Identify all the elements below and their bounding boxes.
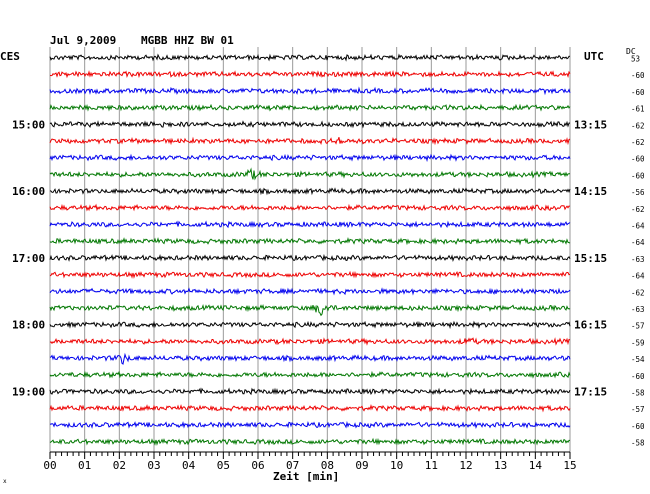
left-time-label-17:00: 17:00 — [12, 252, 45, 265]
right-time-label-15:15: 15:15 — [574, 252, 607, 265]
utc-timezone-label: UTC — [584, 50, 604, 63]
right-time-label-13:15: 13:15 — [574, 118, 607, 131]
trace-2 — [49, 86, 571, 96]
trace-13 — [49, 270, 571, 279]
left-time-label-15:00: 15:00 — [12, 118, 45, 131]
dc-value-16: -57 — [631, 322, 645, 331]
dc-value-0: 53 — [631, 55, 640, 64]
trace-labels: 53 -60 -60 -61 -62 -62 -60 -60 -56 -62 -64 -64 -63 -6… — [12, 55, 645, 448]
dc-value-9: -62 — [631, 205, 645, 214]
dc-value-7: -60 — [631, 171, 645, 180]
trace-21 — [49, 403, 571, 413]
x-tick-label-00: 00 — [43, 459, 56, 472]
local-timezone-label: CES — [0, 50, 20, 63]
dc-value-5: -62 — [631, 138, 645, 147]
trace-23 — [49, 437, 570, 446]
trace-1 — [49, 70, 571, 79]
dc-offset-label: DC — [626, 47, 636, 56]
dc-value-21: -57 — [631, 405, 645, 414]
x-tick-label-02: 02 — [113, 459, 126, 472]
dc-value-11: -64 — [631, 238, 645, 247]
x-tick-label-03: 03 — [147, 459, 160, 472]
right-time-label-14:15: 14:15 — [574, 185, 607, 198]
station-code: MGBB HHZ BW 01 — [141, 34, 234, 47]
left-time-label-18:00: 18:00 — [12, 319, 45, 332]
left-time-label-19:00: 19:00 — [12, 386, 45, 399]
x-axis-title: Zeit [min] — [273, 470, 340, 483]
x-tick-label-11: 11 — [425, 459, 438, 472]
trace-8 — [49, 187, 571, 196]
x-tick-label-09: 09 — [355, 459, 368, 472]
trace-20 — [49, 387, 571, 396]
dc-value-20: -58 — [631, 389, 645, 398]
trace-14 — [49, 287, 571, 296]
trace-16 — [49, 320, 571, 330]
trace-17 — [49, 337, 571, 346]
dc-value-2: -60 — [631, 88, 645, 97]
dc-value-18: -54 — [631, 355, 645, 364]
corner-mark: x — [3, 478, 7, 485]
dc-value-12: -63 — [631, 255, 645, 264]
trace-6 — [49, 153, 571, 163]
x-tick-label-06: 06 — [251, 459, 264, 472]
x-tick-label-08: 08 — [321, 459, 334, 472]
dc-value-10: -64 — [631, 222, 645, 231]
recording-date: Jul 9,2009 — [50, 34, 117, 47]
trace-19 — [49, 370, 571, 379]
trace-4 — [49, 120, 571, 129]
trace-11 — [49, 236, 571, 246]
trace-10 — [49, 220, 571, 229]
dc-value-23: -58 — [631, 439, 645, 448]
trace-9 — [49, 203, 571, 212]
dc-value-19: -60 — [631, 372, 645, 381]
x-tick-label-01: 01 — [78, 459, 91, 472]
trace-0 — [49, 53, 571, 62]
right-time-label-16:15: 16:15 — [574, 319, 607, 332]
trace-18 — [49, 352, 571, 365]
left-time-label-16:00: 16:00 — [12, 185, 45, 198]
dc-value-15: -63 — [631, 305, 645, 314]
dc-value-22: -60 — [631, 422, 645, 431]
x-tick-label-15: 15 — [563, 459, 576, 472]
dc-value-3: -61 — [631, 105, 645, 114]
dc-value-14: -62 — [631, 288, 645, 297]
time-axis: 00 01 02 03 04 05 06 07 08 09 10 11 12 13 14 15 — [43, 451, 577, 472]
dc-value-6: -60 — [631, 155, 645, 164]
trace-7 — [49, 167, 571, 181]
grid-lines — [49, 47, 571, 452]
trace-22 — [49, 420, 571, 429]
dc-value-1: -60 — [631, 71, 645, 80]
dc-value-13: -64 — [631, 272, 645, 281]
dc-value-8: -56 — [631, 188, 645, 197]
x-tick-label-14: 14 — [529, 459, 543, 472]
x-tick-label-04: 04 — [182, 459, 196, 472]
trace-5 — [49, 136, 571, 146]
trace-12 — [49, 253, 571, 262]
seismic-traces — [49, 53, 571, 446]
trace-15 — [49, 303, 571, 317]
x-tick-label-12: 12 — [459, 459, 472, 472]
x-tick-label-13: 13 — [494, 459, 507, 472]
dc-value-4: -62 — [631, 121, 645, 130]
right-time-label-17:15: 17:15 — [574, 386, 607, 399]
dc-value-17: -59 — [631, 338, 645, 347]
x-tick-label-10: 10 — [390, 459, 403, 472]
trace-3 — [49, 103, 571, 112]
x-tick-label-05: 05 — [217, 459, 230, 472]
x-tick-label-07: 07 — [286, 459, 299, 472]
